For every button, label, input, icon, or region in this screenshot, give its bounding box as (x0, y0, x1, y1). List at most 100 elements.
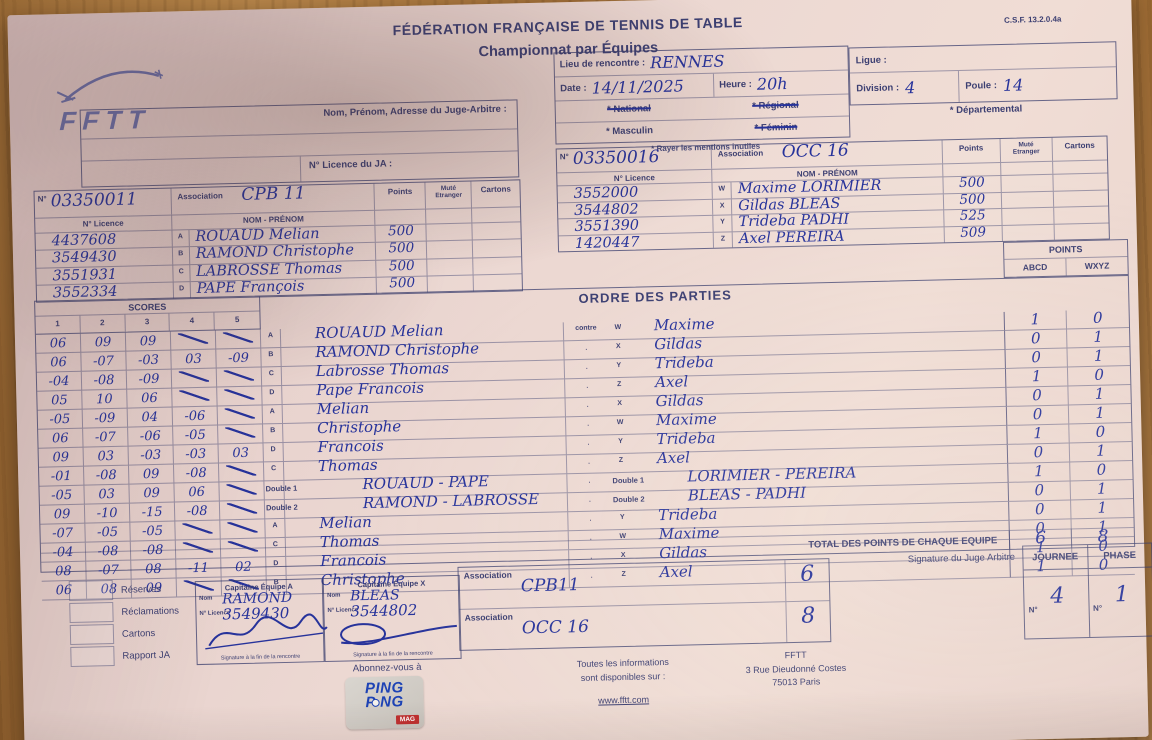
score-value: 03 (98, 486, 116, 503)
points-abcd-cell: 0 (1008, 500, 1071, 521)
opponent-letter: Z (616, 380, 622, 389)
association-x-row: Association OCC 16 8 (459, 599, 831, 650)
contre-dot: · (587, 457, 591, 468)
opponent-letter-cell: Double 1 (611, 472, 645, 493)
score-cell: 10 (82, 389, 128, 410)
empty-score-slash (224, 388, 255, 401)
opponent-letter-cell: Z (610, 453, 632, 474)
fftt-address: FFTT 3 Rue Dieudonné Costes 75013 Paris (711, 647, 882, 691)
opponent-letter: Y (618, 437, 623, 446)
association-a-score: 6 (799, 561, 815, 587)
score-cell: -07 (40, 523, 86, 544)
points-abcd-value: 1 (1031, 367, 1042, 386)
contre-cell: · (563, 359, 610, 380)
points-subheader-row: ABCD WXYZ (1004, 256, 1128, 277)
score-cell: -03 (128, 445, 174, 466)
division-value: 4 (904, 77, 916, 97)
score-value: -03 (140, 447, 162, 464)
association-results-box: Association CPB11 6 Association OCC 16 8 (457, 558, 832, 651)
points-wxyz-cell: 1 (1066, 328, 1130, 349)
player-letter: A (269, 408, 275, 416)
points-header-box: POINTS ABCD WXYZ (1002, 239, 1129, 278)
judge-licence-label: N° Licence du JA : (308, 158, 393, 172)
points-abcd-value: 1 (1033, 462, 1044, 481)
score-cell: -07 (83, 427, 129, 448)
info-text: Toutes les informations sont disponibles… (543, 655, 704, 709)
ordre-des-parties-title: ORDRE DES PARTIES (578, 287, 732, 306)
player-letter-cell: D (263, 442, 284, 463)
empty-score-slash (226, 464, 257, 477)
association-x-score: 8 (800, 602, 816, 629)
match-info-box: Lieu de rencontre : RENNES Date : 14/11/… (553, 45, 851, 145)
mention-feminin: * Féminin (754, 121, 798, 134)
score-cell: 06 (127, 388, 173, 409)
mention-national: * National (606, 103, 652, 116)
observation-label: Cartons (121, 627, 156, 640)
captain-a-signature-note: Signature à la fin de la rencontre (220, 653, 301, 662)
player-letter: B (171, 247, 190, 265)
team-number-cell: N° 03350011 (35, 189, 171, 218)
empty-score-slash (177, 332, 209, 345)
score-cell: 03 (83, 446, 129, 467)
captain-x-box: Capitaine Équipe X Nom BLEAS N° Licence … (322, 574, 462, 663)
team-x-table: N° 03350016 Association OCC 16 Points Muté Etr… (555, 135, 1110, 253)
scoresheet-paper: FFTT FÉDÉRATION FRANÇAISE DE TENNIS DE T… (7, 0, 1152, 740)
score-value: -06 (139, 428, 161, 445)
score-cell (216, 367, 263, 388)
points-wxyz-cell: 1 (1066, 347, 1130, 368)
fftt-logo: FFTT (50, 59, 212, 143)
player-points: 500 (942, 174, 1001, 193)
score-value: -05 (51, 487, 73, 504)
points-wxyz-cell: 1 (1070, 499, 1134, 520)
points-abcd-cell: 0 (1007, 481, 1071, 502)
association-x-cell: Association OCC 16 (459, 602, 786, 650)
opponent-letter-cell: X (609, 396, 630, 417)
points-abcd-value: 0 (1034, 500, 1045, 519)
player-points: 509 (943, 224, 1002, 243)
player-cartons-cell (1053, 222, 1109, 240)
observation-checkbox (68, 580, 114, 602)
poule-label: Poule : (965, 80, 998, 92)
points-wxyz-cell: 1 (1067, 385, 1131, 406)
player-mute-cell (425, 223, 473, 241)
score-value: 05 (50, 393, 68, 409)
mention-departemental: * Départemental (949, 103, 1023, 117)
player-cartons-cell (1052, 189, 1109, 207)
player-cartons-cell (472, 239, 522, 257)
captain-x-licence-value: 3544802 (350, 600, 418, 621)
judge-licence-box: N° Licence du JA : (299, 150, 519, 182)
player-letter-cell: D (262, 385, 283, 406)
player-name: Thomas (317, 455, 378, 476)
score-cell: -03 (173, 444, 219, 465)
score-value: -07 (94, 429, 116, 446)
mention-masculin: * Masculin (605, 125, 654, 138)
opponent-letter-cell: W (609, 415, 631, 436)
captain-x-nom-label: Nom (327, 592, 341, 599)
score-value: -08 (186, 503, 208, 520)
opponent-letter-cell: X (608, 339, 629, 360)
score-cell: 03 (84, 484, 130, 505)
score-cell: 09 (38, 447, 84, 468)
contre-label: contre (575, 324, 597, 333)
score-value: 10 (95, 391, 113, 408)
score-cell: -01 (39, 466, 85, 487)
points-abcd-cell: 1 (1007, 462, 1070, 483)
player-letter: Double 2 (265, 502, 298, 513)
score-value: -03 (185, 446, 207, 463)
lieu-label: Lieu de rencontre : (559, 57, 646, 71)
empty-score-slash (179, 389, 210, 402)
team-association-name: CPB 11 (241, 183, 306, 205)
opponent-letter: Double 1 (612, 475, 645, 486)
spacer-cell (471, 207, 521, 223)
points-abcd-value: 1 (1030, 310, 1041, 329)
points-abcd-cell: 1 (1004, 367, 1068, 388)
player-name: ROUAUD Melian (314, 321, 444, 343)
game-rows: 06 09 09 A ROUAUD Melian contre W Maxime 1 0 06 -07… (35, 309, 1135, 601)
points-wxyz-cell: 1 (1068, 442, 1133, 463)
score-cell: -09 (216, 348, 262, 369)
team-mute-header: Muté Etranger (999, 137, 1053, 162)
date-label: Date : (560, 82, 587, 95)
player-letter-cell: C (261, 366, 283, 387)
score-value: 03 (97, 448, 115, 465)
score-cell: -05 (39, 485, 85, 506)
